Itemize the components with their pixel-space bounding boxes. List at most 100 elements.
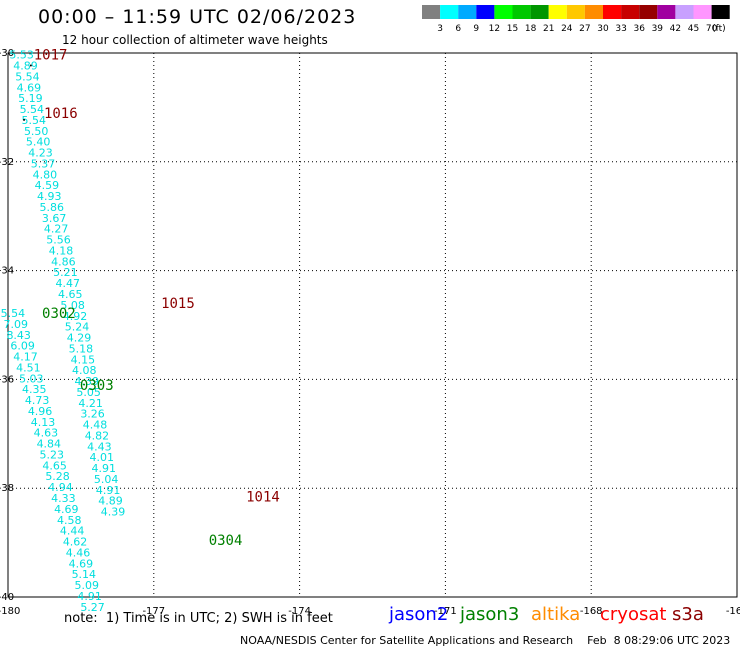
wave-height-value: 5.24 bbox=[65, 321, 90, 334]
colorbar-label: 3 bbox=[437, 24, 443, 34]
wave-height-value: 5.05 bbox=[76, 386, 101, 399]
colorbar-swatch bbox=[639, 5, 658, 19]
pass-time-label: 0302 bbox=[42, 306, 76, 322]
wave-height-value: 4.27 bbox=[44, 223, 69, 236]
lat-tick-label: -40 bbox=[0, 592, 14, 603]
wave-height-value: 4.92 bbox=[63, 310, 88, 323]
colorbar-swatch bbox=[584, 5, 603, 19]
wave-height-value: 4.58 bbox=[57, 514, 82, 527]
wave-height-value: 4.62 bbox=[63, 536, 88, 549]
colorbar-swatch bbox=[693, 5, 712, 19]
colorbar-label: 24 bbox=[561, 24, 573, 34]
wave-height-value: 5.54 bbox=[1, 307, 26, 320]
pressure-label: 1015 bbox=[161, 296, 195, 312]
wave-height-value: 4.91 bbox=[91, 462, 116, 475]
colorbar-swatch bbox=[422, 5, 441, 19]
wave-height-value: 4.29 bbox=[67, 332, 92, 345]
satellite-legend-s3a: s3a bbox=[672, 604, 704, 625]
wave-height-value: 5.50 bbox=[24, 125, 49, 138]
satellite-legend-jason2: jason2 bbox=[389, 604, 449, 625]
wave-height-value: 4.93 bbox=[37, 190, 62, 203]
lon-tick-label: -174 bbox=[288, 606, 311, 617]
wave-height-value: 4.17 bbox=[13, 351, 38, 364]
colorbar-unit: (ft) bbox=[712, 24, 726, 34]
wave-height-value: 4.89 bbox=[13, 60, 38, 73]
wave-height-value: 5.09 bbox=[74, 579, 99, 592]
wave-height-value: 4.21 bbox=[78, 397, 103, 410]
lon-tick-label: -180 bbox=[0, 606, 20, 617]
wave-height-value: 5.27 bbox=[80, 601, 105, 614]
colorbar-swatch bbox=[566, 5, 585, 19]
wave-height-value: 5.37 bbox=[31, 157, 56, 170]
wave-height-value: 4.69 bbox=[69, 557, 94, 570]
wave-height-value: 5.21 bbox=[53, 266, 78, 279]
wave-height-value: 4.35 bbox=[22, 383, 47, 396]
lat-tick-label: -32 bbox=[0, 157, 14, 168]
pass-time-label: 0304 bbox=[209, 533, 243, 549]
wave-height-value: 4.48 bbox=[83, 419, 108, 432]
wave-height-value: 4.91 bbox=[96, 484, 121, 497]
colorbar-label: 6 bbox=[455, 24, 461, 34]
colorbar-swatch bbox=[603, 5, 622, 19]
wave-height-value: 5.56 bbox=[46, 234, 71, 247]
colorbar-swatch bbox=[675, 5, 694, 19]
wave-height-value: 4.91 bbox=[77, 590, 102, 603]
colorbar-swatch bbox=[711, 5, 730, 19]
colorbar-label: 21 bbox=[543, 24, 554, 34]
colorbar-swatch bbox=[621, 5, 640, 19]
wave-height-value: 4.01 bbox=[90, 451, 115, 464]
satellite-legend-cryosat: cryosat bbox=[600, 604, 667, 625]
wave-height-value: 5.18 bbox=[69, 342, 94, 355]
wave-height-value: 4.69 bbox=[54, 503, 79, 516]
pressure-label: 1014 bbox=[246, 489, 280, 505]
wave-height-value: 4.82 bbox=[85, 429, 110, 442]
colorbar-label: 70 bbox=[706, 24, 718, 34]
colorbar-swatch bbox=[440, 5, 459, 19]
colorbar-label: 33 bbox=[615, 24, 626, 34]
wave-height-value: 8.43 bbox=[6, 329, 31, 342]
colorbar-swatch bbox=[476, 5, 495, 19]
wave-height-value: 4.94 bbox=[48, 481, 73, 494]
wave-height-value: 7.09 bbox=[4, 318, 29, 331]
wave-height-value: 5.04 bbox=[94, 473, 119, 486]
wave-height-value: 4.33 bbox=[51, 492, 76, 505]
pass-time-label: 0303 bbox=[80, 378, 114, 394]
wave-height-value: 6.09 bbox=[10, 340, 35, 353]
colorbar-swatch bbox=[494, 5, 513, 19]
wave-height-value: 4.84 bbox=[37, 438, 62, 451]
wave-height-value: 3.67 bbox=[42, 212, 67, 225]
colorbar-swatch bbox=[458, 5, 477, 19]
map-subtitle: 12 hour collection of altimeter wave hei… bbox=[62, 33, 328, 47]
lat-tick-label: -36 bbox=[0, 374, 14, 385]
wave-height-value: 4.86 bbox=[51, 255, 76, 268]
wave-height-value: 4.39 bbox=[74, 375, 99, 388]
footer-credit: NOAA/NESDIS Center for Satellite Applica… bbox=[240, 634, 731, 647]
wave-height-value: 4.80 bbox=[33, 168, 58, 181]
wave-height-value: 4.63 bbox=[34, 427, 59, 440]
wave-height-value: 5.19 bbox=[18, 92, 43, 105]
satellite-legend-jason3: jason3 bbox=[460, 604, 520, 625]
track-marker bbox=[29, 64, 32, 67]
wave-height-value: 5.53 bbox=[9, 49, 34, 62]
lon-tick-label: -177 bbox=[142, 606, 165, 617]
wave-height-value: 4.43 bbox=[87, 440, 112, 453]
wave-height-value: 4.39 bbox=[101, 506, 126, 519]
wave-height-value: 4.89 bbox=[98, 495, 123, 508]
colorbar-label: 36 bbox=[633, 24, 645, 34]
wave-height-value: 4.51 bbox=[16, 361, 41, 374]
lat-tick-label: -34 bbox=[0, 266, 14, 277]
wave-height-value: 5.08 bbox=[60, 299, 85, 312]
track-marker bbox=[23, 118, 26, 121]
wave-height-value: 4.47 bbox=[56, 277, 81, 290]
wave-height-value: 3.26 bbox=[80, 408, 105, 421]
wave-height-value: 4.73 bbox=[25, 394, 50, 407]
colorbar-label: 12 bbox=[489, 24, 500, 34]
wave-height-value: 4.65 bbox=[42, 459, 67, 472]
colorbar-swatch bbox=[548, 5, 567, 19]
wave-height-value: 4.18 bbox=[49, 244, 74, 257]
pressure-label: 1017 bbox=[34, 48, 68, 64]
wave-height-value: 4.69 bbox=[17, 81, 42, 94]
wave-height-value: 5.54 bbox=[15, 70, 40, 83]
colorbar-label: 9 bbox=[473, 24, 479, 34]
